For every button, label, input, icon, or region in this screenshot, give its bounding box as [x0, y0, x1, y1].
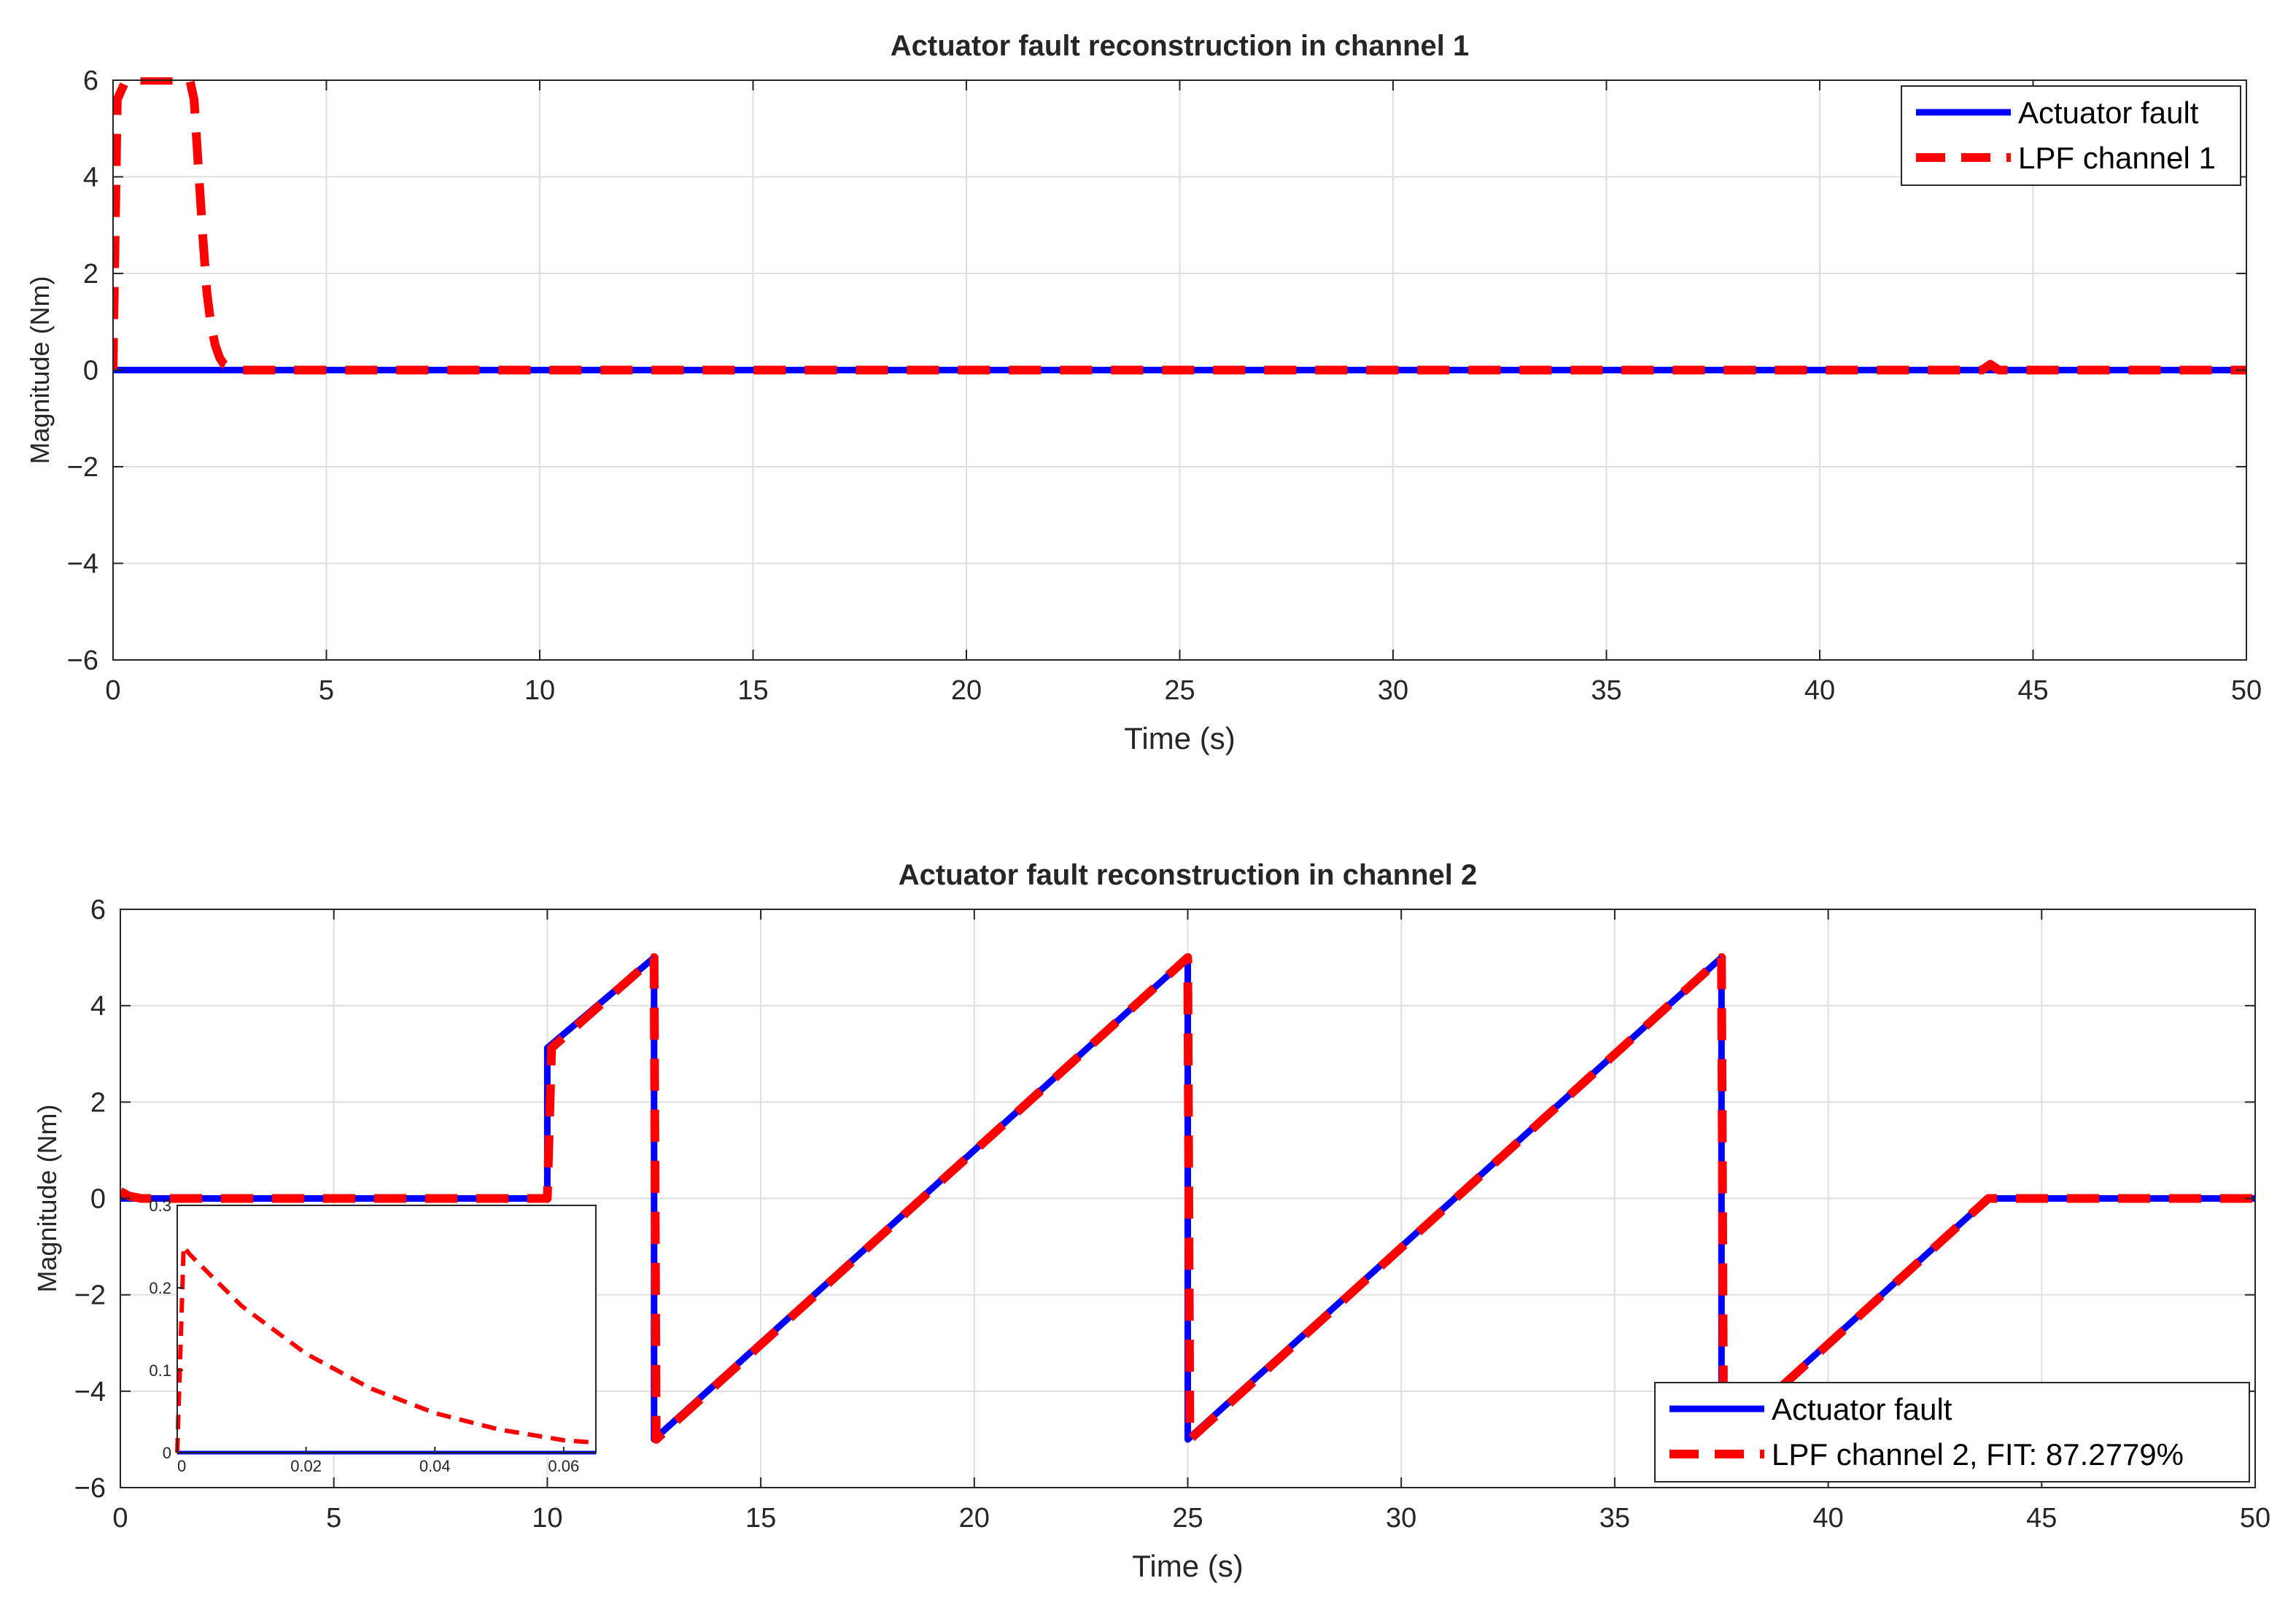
chart-2: 0 5 10 15 20 25 30 35 40 45 50 −6 −4 −2 0 2 4 6 Actuator f…	[32, 859, 2270, 1583]
y-tick-label: 2	[90, 1087, 106, 1118]
inset-x-tick-label: 0.04	[419, 1457, 451, 1475]
x-tick-label: 50	[2240, 1503, 2270, 1534]
inset-y-tick-label: 0	[163, 1444, 171, 1462]
y-tick-label: 4	[90, 991, 106, 1022]
legend-entry: Actuator fault	[2018, 96, 2199, 130]
legend-box	[1654, 1382, 2250, 1482]
x-tick-label: 0	[105, 675, 120, 706]
inset-y-tick-label: 0.2	[149, 1279, 171, 1297]
x-tick-label: 5	[319, 675, 334, 706]
x-tick-label: 30	[1386, 1503, 1416, 1534]
x-tick-label: 40	[1804, 675, 1835, 706]
inset-box	[177, 1205, 597, 1453]
inset-y-tick-label: 0.3	[149, 1197, 171, 1215]
inset-axes: 0 0.02 0.04 0.06 0 0.1 0.2 0.3	[149, 1197, 597, 1475]
y-tick-label: 4	[83, 163, 98, 193]
x-tick-label: 45	[2017, 675, 2048, 706]
x-tick-label: 30	[1378, 675, 1408, 706]
x-tick-label: 25	[1172, 1503, 1203, 1534]
y-tick-label: 2	[83, 259, 98, 289]
y-axis-label: Magnitude (Nm)	[25, 276, 55, 464]
y-tick-label: −6	[74, 1473, 106, 1504]
inset-x-tick-label: 0.02	[290, 1457, 322, 1475]
y-tick-label: −6	[67, 645, 98, 676]
y-tick-label: 6	[90, 895, 106, 925]
x-tick-label: 35	[1599, 1503, 1630, 1534]
x-tick-label: 10	[532, 1503, 562, 1534]
chart-title: Actuator fault reconstruction in channel…	[899, 859, 1477, 891]
x-tick-label: 20	[951, 675, 982, 706]
x-axis-label: Time (s)	[1124, 721, 1235, 755]
legend-entry: Actuator fault	[1772, 1392, 1952, 1426]
inset-x-tick-label: 0.06	[548, 1457, 579, 1475]
y-tick-label: −4	[74, 1377, 106, 1407]
x-tick-label: 15	[745, 1503, 776, 1534]
y-tick-label: 0	[83, 356, 98, 386]
x-tick-label: 5	[326, 1503, 341, 1534]
y-tick-label: 6	[83, 66, 98, 96]
legend: Actuator fault LPF channel 1	[1901, 85, 2241, 186]
inset-y-tick-label: 0.1	[149, 1361, 171, 1380]
chart-title: Actuator fault reconstruction in channel…	[891, 30, 1469, 62]
y-axis-label: Magnitude (Nm)	[32, 1104, 62, 1292]
inset-plot-area	[177, 1205, 596, 1453]
x-tick-label: 45	[2026, 1503, 2057, 1534]
inset-series-line	[175, 1240, 597, 1453]
x-tick-label: 15	[737, 675, 768, 706]
y-tick-label: −4	[67, 549, 98, 580]
legend-entry: LPF channel 2, FIT: 87.2779%	[1772, 1437, 2184, 1472]
y-tick-label: −2	[67, 452, 98, 483]
x-tick-label: 10	[524, 675, 555, 706]
legend-entry: LPF channel 1	[2018, 141, 2216, 175]
x-tick-label: 20	[959, 1503, 990, 1534]
chart-1: 0 5 10 15 20 25 30 35 40 45 50 −6 −4 −2 0 2 4 6 Actuator f…	[25, 30, 2262, 755]
y-tick-label: −2	[74, 1280, 106, 1311]
x-tick-label: 40	[1812, 1503, 1843, 1534]
legend: Actuator fault LPF channel 2, FIT: 87.277…	[1654, 1382, 2250, 1482]
inset-x-tick-label: 0	[177, 1457, 186, 1475]
y-tick-label: 0	[90, 1184, 106, 1215]
x-tick-label: 35	[1591, 675, 1621, 706]
legend-box	[1901, 85, 2241, 186]
x-tick-label: 50	[2231, 675, 2262, 706]
x-axis-label: Time (s)	[1132, 1549, 1243, 1583]
x-tick-label: 25	[1164, 675, 1195, 706]
x-tick-label: 0	[112, 1503, 128, 1534]
